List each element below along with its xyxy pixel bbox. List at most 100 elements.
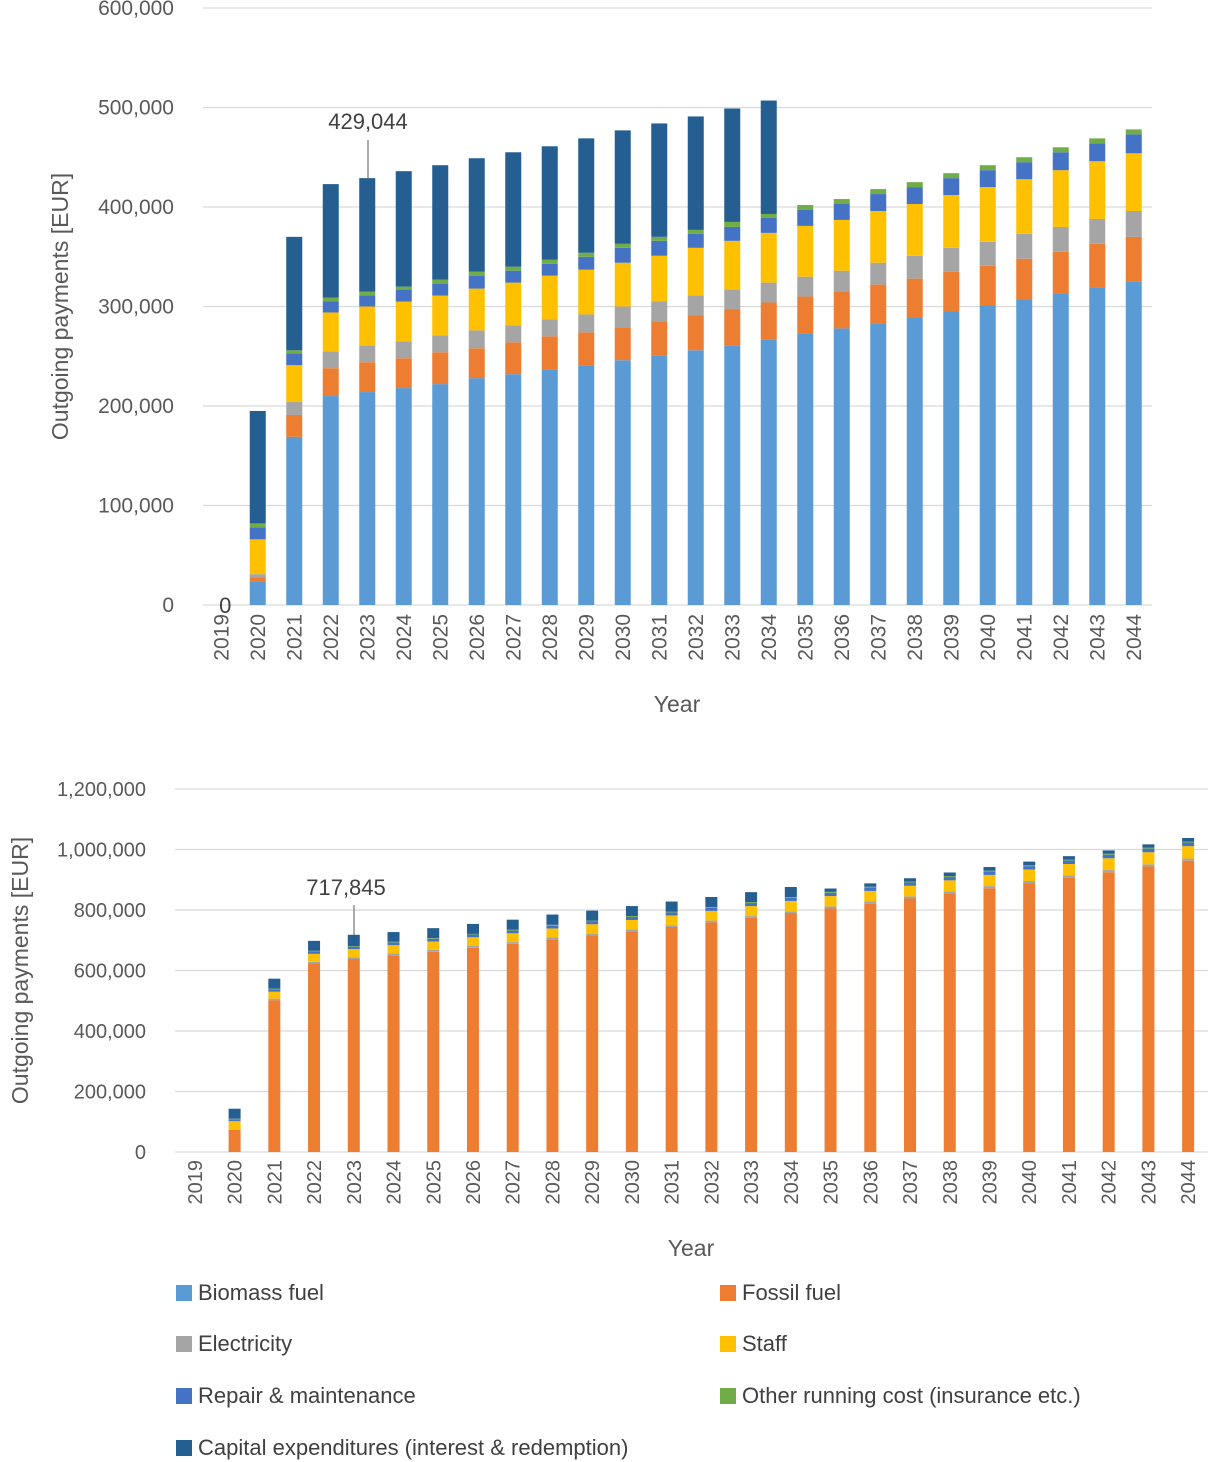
chart2-bar-fossil-fuel-2037 [904, 898, 917, 1152]
legend-swatch-electricity [176, 1336, 192, 1352]
chart1-bar-staff-2038 [906, 204, 923, 256]
charts-canvas: 0 100,000 200,000 300,000 400,000 500,000 600,… [7, 0, 1208, 1261]
chart1-bar-other-running-cost-insurance-etc-2027 [505, 266, 522, 271]
chart2-bar-electricity-2021 [268, 998, 281, 1001]
chart1-bar-staff-2044 [1125, 153, 1142, 211]
chart2-bar-electricity-2026 [466, 945, 479, 948]
chart1-bar-biomass-fuel-2044 [1125, 281, 1142, 605]
chart2-bar-repair-maintenance-2032 [705, 907, 718, 911]
chart1-bar-electricity-2041 [1016, 233, 1033, 259]
chart1-bar-fossil-fuel-2033 [724, 309, 741, 346]
chart1-bar-biomass-fuel-2042 [1052, 293, 1069, 605]
chart1-bar-other-running-cost-insurance-etc-2024 [395, 286, 412, 290]
chart2-bar-electricity-2035 [824, 906, 837, 909]
chart1-bar-capital-expenditures-interest-redemption-2024 [395, 171, 412, 287]
chart1-bar-other-running-cost-insurance-etc-2023 [359, 291, 376, 296]
chart1-bar-electricity-2040 [979, 241, 996, 266]
chart1-x-axis-title: Year [654, 691, 701, 717]
chart1-bar-fossil-fuel-2040 [979, 265, 996, 306]
chart1-xtick-label-2022: 2022 [320, 614, 343, 661]
chart2-xtick-label-2028: 2028 [542, 1160, 564, 1205]
chart2-bar-staff-2032 [705, 910, 718, 921]
chart1-bar-staff-2036 [833, 219, 850, 271]
chart1-bar-other-running-cost-insurance-etc-2036 [833, 199, 850, 205]
chart1-bar-staff-2024 [395, 301, 412, 342]
chart1-bar-capital-expenditures-interest-redemption-2033 [724, 108, 741, 222]
chart1-ytick-label-5: 500,000 [98, 97, 174, 120]
chart1-bar-staff-2040 [979, 187, 996, 242]
chart1-xtick-label-2036: 2036 [831, 614, 854, 661]
chart1-bar-repair-maintenance-2035 [797, 209, 814, 226]
chart1-bar-biomass-fuel-2032 [687, 350, 704, 605]
chart1-bar-fossil-fuel-2041 [1016, 258, 1033, 300]
chart2-bar-electricity-2024 [387, 953, 400, 956]
chart2-bar-fossil-fuel-2039 [983, 888, 996, 1152]
chart1-bar-electricity-2034 [760, 282, 777, 303]
chart2-bar-capital-expenditures-interest-redemption-2028 [546, 914, 559, 925]
chart2-bar-other-running-cost-insurance-etc-2040 [1023, 865, 1036, 867]
chart1-bar-capital-expenditures-interest-redemption-2025 [432, 165, 449, 280]
chart1-bar-repair-maintenance-2043 [1089, 143, 1106, 162]
chart2-ytick-label-4: 800,000 [74, 900, 146, 922]
chart1-annotation-label: 429,044 [328, 109, 408, 134]
legend-item-biomass-fuel: Biomass fuel [176, 1280, 324, 1306]
chart1-xtick-label-2044: 2044 [1123, 614, 1146, 661]
chart2-bar-other-running-cost-insurance-etc-2043 [1142, 847, 1155, 849]
chart1-bar-biomass-fuel-2043 [1089, 287, 1106, 605]
chart1-bar-staff-2027 [505, 282, 522, 326]
chart1-bar-repair-maintenance-2044 [1125, 134, 1142, 154]
chart2-bar-fossil-fuel-2024 [387, 955, 400, 1152]
chart1-bar-capital-expenditures-interest-redemption-2027 [505, 152, 522, 267]
chart2-bar-electricity-2042 [1102, 870, 1115, 873]
chart2-xtick-label-2033: 2033 [741, 1160, 763, 1205]
chart1-bar-other-running-cost-insurance-etc-2040 [979, 165, 996, 171]
chart1-bar-capital-expenditures-interest-redemption-2022 [322, 184, 339, 298]
chart2-y-axis-title: Outgoing payments [EUR] [7, 837, 33, 1104]
legend-item-other-running-cost: Other running cost (insurance etc.) [720, 1383, 1081, 1409]
chart2-bar-electricity-2036 [864, 901, 877, 904]
chart2-bar-electricity-2020 [228, 1129, 241, 1130]
chart1-bar-fossil-fuel-2020 [249, 577, 266, 582]
chart2-bar-staff-2031 [665, 915, 678, 926]
chart1-bar-electricity-2021 [286, 402, 303, 415]
chart2-bar-fossil-fuel-2022 [308, 963, 321, 1152]
chart1-bar-staff-2028 [541, 275, 558, 320]
chart2-bar-fossil-fuel-2030 [625, 931, 638, 1152]
chart2-bar-electricity-2039 [983, 886, 996, 889]
legend-label-capital-expenditures: Capital expenditures (interest & redempt… [198, 1435, 629, 1460]
chart1-bar-fossil-fuel-2026 [468, 348, 485, 379]
chart1-bar-biomass-fuel-2025 [432, 384, 449, 605]
chart1-bar-repair-maintenance-2038 [906, 187, 923, 205]
chart2-bar-staff-2021 [268, 991, 281, 999]
chart2-bar-capital-expenditures-interest-redemption-2030 [625, 906, 638, 917]
chart1-bar-capital-expenditures-interest-redemption-2021 [286, 236, 303, 351]
chart2-bar-staff-2035 [824, 896, 837, 907]
chart1-bar-electricity-2020 [249, 574, 266, 578]
chart1-data-label-2019: 0 [219, 593, 231, 618]
chart2-bar-staff-2043 [1142, 852, 1155, 865]
chart2-bar-capital-expenditures-interest-redemption-2020 [228, 1108, 241, 1119]
chart2-bar-capital-expenditures-interest-redemption-2038 [943, 872, 956, 877]
chart2-xtick-label-2023: 2023 [344, 1160, 366, 1205]
chart1-bar-fossil-fuel-2028 [541, 336, 558, 370]
chart2-xtick-label-2027: 2027 [503, 1160, 525, 1205]
chart1-bar-repair-maintenance-2041 [1016, 162, 1033, 180]
chart1-xtick-label-2032: 2032 [685, 614, 708, 661]
chart1-bar-capital-expenditures-interest-redemption-2031 [651, 123, 668, 237]
legend-label-biomass-fuel: Biomass fuel [198, 1280, 324, 1305]
chart1-bar-biomass-fuel-2023 [359, 392, 376, 605]
chart1-bar-electricity-2035 [797, 276, 814, 297]
chart2-bar-staff-2039 [983, 874, 996, 887]
chart1-bar-electricity-2043 [1089, 218, 1106, 244]
chart1-bar-other-running-cost-insurance-etc-2042 [1052, 147, 1069, 153]
chart1-bar-electricity-2042 [1052, 226, 1069, 252]
legend-label-repair-maintenance: Repair & maintenance [198, 1383, 416, 1408]
chart2-bar-electricity-2022 [308, 961, 321, 964]
chart1-bar-electricity-2031 [651, 301, 668, 322]
chart1-bar-biomass-fuel-2031 [651, 355, 668, 605]
chart2-bar-fossil-fuel-2031 [665, 926, 678, 1152]
chart1-bar-repair-maintenance-2026 [468, 275, 485, 289]
chart2-bar-capital-expenditures-interest-redemption-2032 [705, 896, 718, 907]
chart1-xtick-label-2035: 2035 [794, 614, 817, 661]
chart2-xtick-label-2040: 2040 [1019, 1160, 1041, 1205]
